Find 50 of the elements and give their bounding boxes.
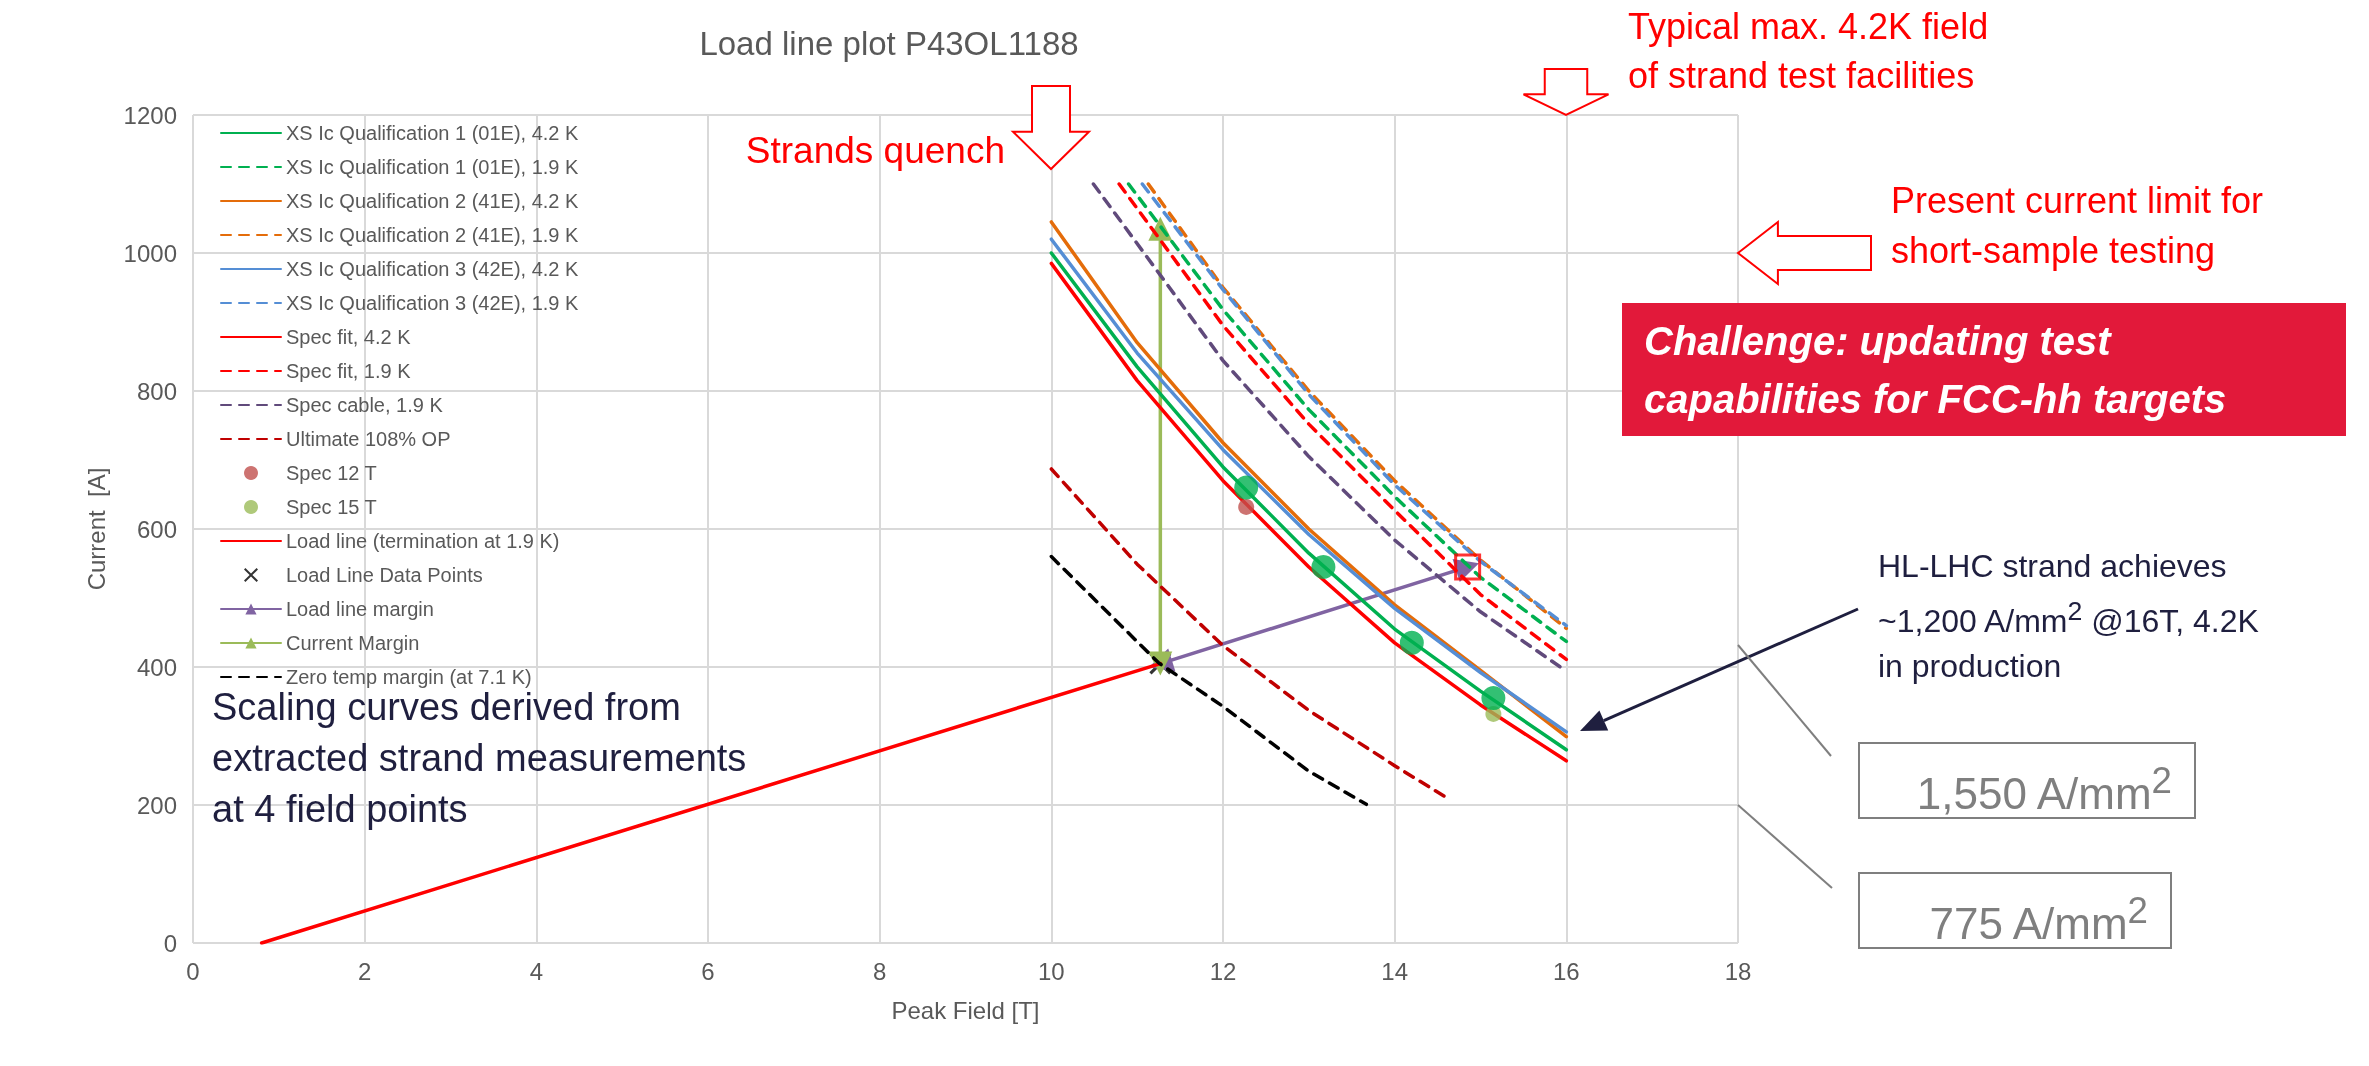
legend-label: Spec 12 T — [286, 462, 377, 484]
line-series — [1049, 554, 1369, 807]
x-tick-label: 6 — [701, 957, 715, 985]
legend-label: Spec fit, 4.2 K — [286, 326, 412, 348]
line-series — [1049, 467, 1448, 800]
point — [1481, 686, 1506, 711]
y-tick-label: 800 — [136, 377, 177, 405]
point — [1399, 630, 1424, 655]
annotation: Strands quench — [745, 130, 1005, 172]
x-tick-label: 10 — [1037, 957, 1065, 985]
legend-label: Load line (termination at 1.9 K) — [286, 530, 560, 552]
x-tick-label: 8 — [872, 957, 887, 985]
text: Present current limit for short-sample testing — [1891, 179, 2264, 273]
text: Typical max. 4.2K field of strand test facilities — [1628, 5, 1989, 98]
text: 775 A/mm$^{2}$ — [1858, 872, 2172, 949]
y-tick-label: 200 — [136, 791, 177, 819]
point — [1234, 475, 1259, 500]
text: HL-LHC strand achieves ~1,200 A/mm$^{2}$ @16T, 4.2K in production — [1878, 547, 2259, 686]
x-tick-label: 16 — [1552, 957, 1580, 985]
text: 1,550 A/mm$^{2}$ — [1858, 742, 2196, 819]
legend-label: XS Ic Qualification 2 (41E), 1.9 K — [286, 224, 580, 246]
x-tick-label: 14 — [1381, 957, 1409, 985]
x-tick-label: 0 — [186, 957, 200, 985]
y-tick-label: 1000 — [123, 239, 177, 267]
x-tick-label: 18 — [1724, 957, 1752, 985]
legend-label: Zero temp margin (at 7.1 K) — [286, 666, 532, 688]
y-tick-label: 400 — [136, 653, 177, 681]
x-tick-label: 12 — [1209, 957, 1237, 985]
y-tick-label: 0 — [163, 929, 177, 957]
legend-label: Load Line Data Points — [286, 564, 483, 586]
legend-label: XS Ic Qualification 1 (01E), 1.9 K — [286, 156, 580, 178]
x-tick-label: 2 — [357, 957, 372, 985]
point — [1311, 554, 1336, 579]
x-axis-title: Peak Field [T] — [891, 996, 1040, 1024]
legend-label: Spec 15 T — [286, 496, 377, 518]
legend-label: Spec fit, 1.9 K — [286, 360, 412, 382]
legend-label: Current Margin — [286, 632, 420, 654]
chart-title: Load line plot P43OL1188 — [699, 25, 1079, 62]
x-tick-label: 4 — [529, 957, 544, 985]
point — [1238, 498, 1255, 515]
legend-label: Load line margin — [286, 598, 434, 620]
y-tick-label: 1200 — [123, 101, 177, 129]
legend-label: XS Ic Qualification 1 (01E), 4.2 K — [286, 122, 580, 144]
legend-label: Spec cable, 1.9 K — [286, 394, 444, 416]
y-axis-title: Current [A] — [82, 467, 110, 591]
legend-label: XS Ic Qualification 2 (41E), 4.2 K — [286, 190, 580, 212]
y-tick-label: 600 — [136, 515, 177, 543]
legend-label: Ultimate 108% OP — [286, 428, 451, 450]
legend-label: XS Ic Qualification 3 (42E), 4.2 K — [286, 258, 580, 280]
legend-label: XS Ic Qualification 3 (42E), 1.9 K — [286, 292, 580, 314]
